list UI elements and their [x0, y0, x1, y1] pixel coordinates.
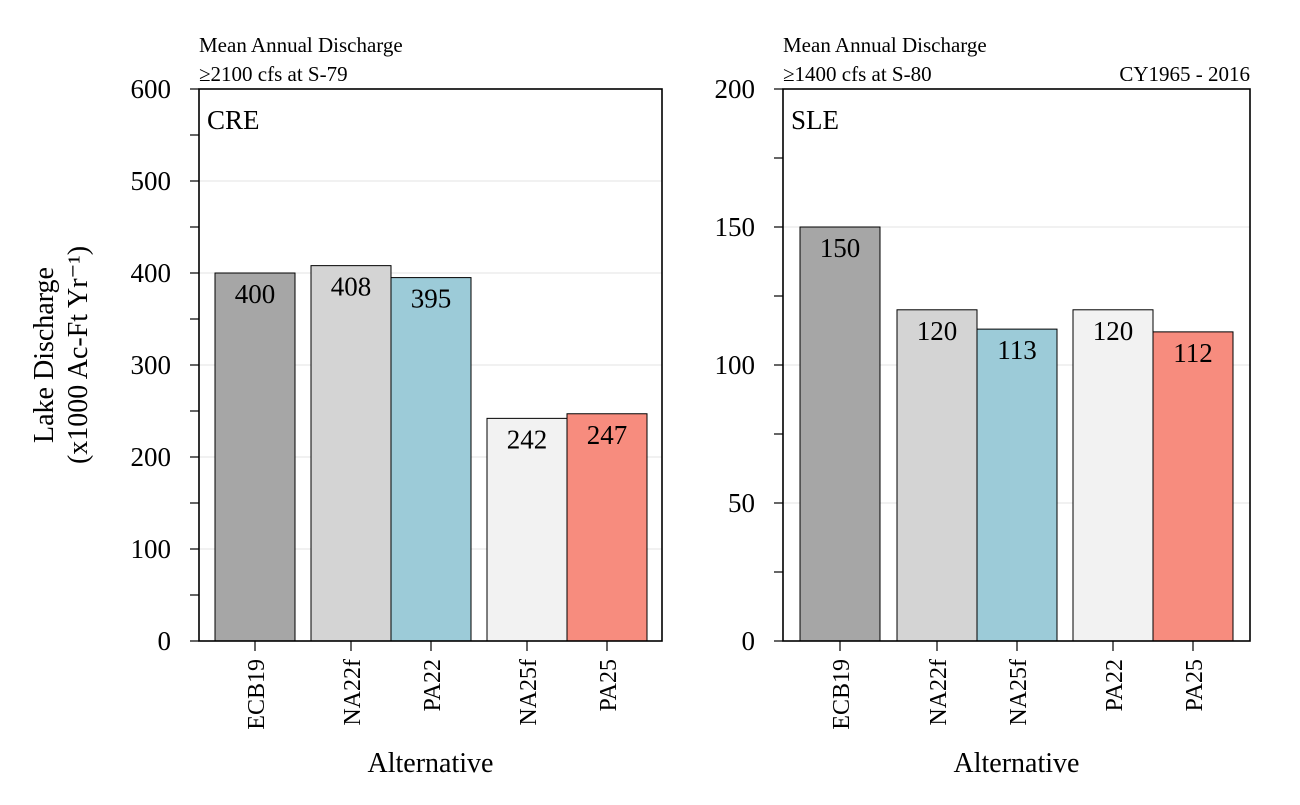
- bar-na25f: [486, 417, 568, 642]
- bar-ecb19: [799, 226, 881, 642]
- x-tick-label: PA25: [596, 659, 622, 711]
- y-tick-label: 50: [728, 488, 755, 518]
- x-tick-label: ECB19: [244, 659, 270, 730]
- bar-pa22: [390, 277, 472, 642]
- data-label: 120: [917, 316, 958, 346]
- y-tick-label: 0: [742, 626, 756, 656]
- x-tick-label: PA25: [1182, 659, 1208, 711]
- bar-pa22: [1072, 309, 1154, 642]
- y-tick-label: 100: [131, 534, 172, 564]
- x-tick-label: NA22f: [926, 659, 952, 726]
- x-axis-title: Alternative: [954, 748, 1080, 779]
- panel-label: SLE: [791, 105, 839, 135]
- data-label: 247: [587, 420, 628, 450]
- bar-na22f: [310, 265, 392, 642]
- x-tick-label: NA25f: [516, 659, 542, 726]
- y-tick-label: 200: [715, 74, 756, 104]
- y-tick-label: 400: [131, 258, 172, 288]
- y-tick-label: 200: [131, 442, 172, 472]
- x-tick-label: NA25f: [1006, 659, 1032, 726]
- chart-panel-sle: 150 120 113 120 112 0 50 100 150 200 ECB19 NA22f NA2…: [715, 33, 1251, 779]
- data-label: 395: [411, 284, 452, 314]
- bar-ecb19: [214, 272, 296, 642]
- chart-subtitle: Mean Annual Discharge: [199, 33, 403, 57]
- data-label: 113: [997, 335, 1037, 365]
- chart-panel-cre: 400 408 395 242 247 0 100 200 300 400 500 600 ECB19 N…: [29, 33, 663, 779]
- y-tick-label: 100: [715, 350, 756, 380]
- data-label: 150: [820, 233, 861, 263]
- panel-label: CRE: [207, 105, 260, 135]
- period-label: CY1965 - 2016: [1119, 62, 1250, 86]
- y-tick-label: 0: [158, 626, 172, 656]
- y-axis-title: Lake Discharge: [29, 267, 60, 443]
- chart-subtitle: ≥1400 cfs at S-80: [783, 62, 932, 86]
- y-tick-label: 600: [131, 74, 172, 104]
- x-tick-label: ECB19: [829, 659, 855, 730]
- y-axis-title-units: (x1000 Ac-Ft Yr⁻¹): [63, 246, 94, 464]
- chart-subtitle: Mean Annual Discharge: [783, 33, 987, 57]
- y-tick-label: 500: [131, 166, 172, 196]
- y-tick-label: 150: [715, 212, 756, 242]
- data-label: 242: [507, 424, 548, 454]
- data-label: 408: [331, 272, 372, 302]
- x-tick-label: PA22: [420, 659, 446, 711]
- y-tick-label: 300: [131, 350, 172, 380]
- data-label: 120: [1093, 316, 1134, 346]
- x-tick-label: PA22: [1102, 659, 1128, 711]
- data-label: 400: [235, 279, 276, 309]
- chart-subtitle: ≥2100 cfs at S-79: [199, 62, 348, 86]
- bar-na25f: [976, 328, 1058, 642]
- x-tick-label: NA22f: [340, 659, 366, 726]
- bar-pa25: [1152, 331, 1234, 642]
- bar-na22f: [896, 309, 978, 642]
- data-label: 112: [1173, 338, 1213, 368]
- x-axis-title: Alternative: [368, 748, 494, 779]
